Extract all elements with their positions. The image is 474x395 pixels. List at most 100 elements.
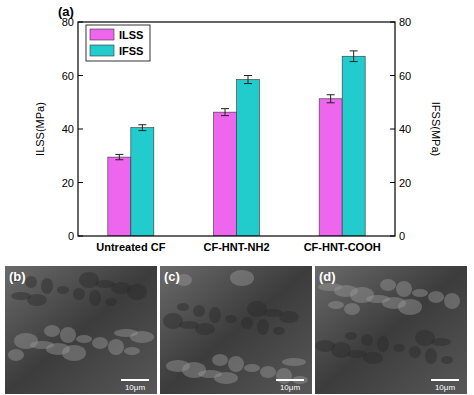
bar — [319, 99, 342, 236]
texture — [41, 278, 53, 294]
error-cap — [221, 115, 229, 116]
image-label: (c) — [164, 269, 180, 284]
bar — [237, 80, 260, 236]
error-stem — [119, 154, 120, 159]
texture — [177, 303, 189, 311]
texture — [62, 345, 86, 361]
legend-swatch — [90, 29, 114, 40]
texture — [25, 276, 37, 288]
error-cap — [350, 61, 358, 62]
bar — [108, 157, 131, 236]
texture — [89, 290, 101, 306]
texture — [428, 291, 444, 303]
y2-tick-label: 80 — [399, 16, 411, 28]
error-bar — [327, 95, 335, 103]
error-bar — [244, 76, 252, 84]
texture — [377, 336, 389, 352]
bar — [342, 56, 365, 236]
y-tick — [78, 22, 83, 23]
error-stem — [142, 125, 143, 131]
error-cap — [327, 102, 335, 103]
texture — [398, 299, 422, 315]
y2-tick — [390, 182, 395, 183]
texture — [257, 319, 269, 335]
error-stem — [353, 51, 354, 62]
sem-image: (d)10μm — [315, 266, 467, 394]
error-cap — [350, 50, 358, 51]
y2-tick-label: 0 — [399, 230, 405, 242]
texture — [276, 368, 292, 384]
texture — [241, 317, 253, 329]
sem-image: (c) 10μm — [160, 266, 312, 394]
image-area — [315, 266, 467, 394]
error-cap — [327, 94, 335, 95]
x-tick-label: Untreated CF — [96, 241, 165, 253]
scale-bar — [431, 379, 459, 381]
texture — [8, 349, 24, 361]
error-bar — [221, 109, 229, 116]
texture — [393, 344, 405, 352]
figure: (a)020406080020406080ILSS(MPa)IFSS(MPa)U… — [0, 0, 474, 395]
scale-bar-label: 10μm — [280, 383, 301, 392]
texture — [214, 372, 238, 384]
error-cap — [138, 124, 146, 125]
texture — [92, 337, 108, 349]
error-cap — [244, 83, 252, 84]
y2-tick — [390, 75, 395, 76]
y2-tick — [390, 129, 395, 130]
y2-tick-label: 40 — [399, 123, 411, 135]
texture — [244, 364, 260, 372]
texture — [431, 338, 451, 346]
x-tick-label: CF-HNT-NH2 — [204, 241, 270, 253]
texture — [279, 311, 299, 323]
texture — [380, 279, 396, 291]
texture — [260, 366, 276, 378]
error-stem — [330, 95, 331, 103]
texture — [230, 270, 254, 286]
texture — [328, 301, 344, 309]
legend: ILSSIFSS — [86, 25, 150, 61]
texture — [412, 289, 428, 297]
legend-frame — [86, 25, 150, 61]
texture — [57, 286, 69, 294]
texture — [441, 356, 453, 364]
texture — [363, 352, 383, 364]
y-tick-label: 20 — [62, 177, 74, 189]
y-tick-label: 0 — [68, 230, 74, 242]
error-cap — [138, 130, 146, 131]
texture — [228, 356, 244, 372]
y-tick-label: 80 — [62, 16, 74, 28]
error-cap — [115, 154, 123, 155]
texture — [282, 358, 306, 366]
texture — [44, 325, 60, 337]
sem-image: (b)10μm — [5, 266, 157, 394]
texture — [225, 315, 237, 323]
texture — [76, 335, 92, 343]
legend-label: IFSS — [119, 45, 143, 57]
y2-tick — [390, 22, 395, 23]
texture — [73, 288, 85, 300]
texture — [212, 354, 228, 366]
texture — [60, 327, 76, 343]
texture — [425, 348, 437, 364]
image-area — [5, 266, 157, 394]
error-bar — [350, 51, 358, 62]
y-tick — [78, 182, 83, 183]
bars — [108, 56, 365, 236]
texture — [344, 303, 360, 315]
y-tick-label: 40 — [62, 123, 74, 135]
plot-frame — [78, 22, 395, 236]
texture — [209, 307, 221, 323]
error-cap — [115, 159, 123, 160]
image-label: (d) — [319, 269, 336, 284]
y2-tick-label: 20 — [399, 177, 411, 189]
texture — [444, 293, 460, 309]
texture — [361, 334, 373, 346]
y-tick — [78, 129, 83, 130]
texture — [195, 323, 215, 335]
image-area — [160, 266, 312, 394]
texture — [396, 281, 412, 297]
y2-tick-label: 60 — [399, 70, 411, 82]
legend-swatch — [90, 45, 114, 56]
error-cap — [244, 75, 252, 76]
